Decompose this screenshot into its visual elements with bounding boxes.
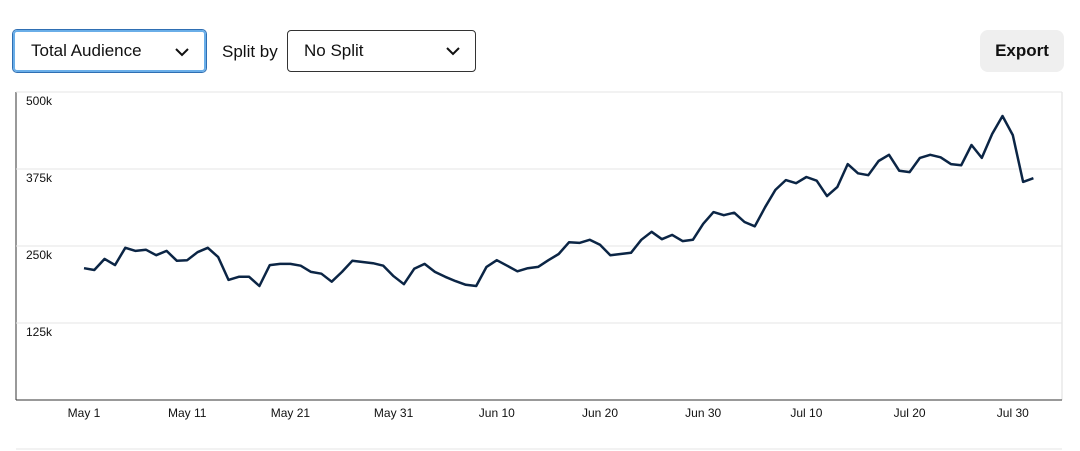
chevron <box>175 48 189 57</box>
x-tick-label: Jun 20 <box>582 406 618 420</box>
split-dropdown[interactable]: No Split <box>287 30 476 72</box>
y-tick-label: 375k <box>26 171 53 185</box>
split-value: No Split <box>304 41 364 60</box>
metric-value: Total Audience <box>31 41 142 60</box>
x-tick-label: Jul 30 <box>997 406 1029 420</box>
export-button[interactable]: Export <box>980 30 1064 72</box>
metric-dropdown[interactable]: Total Audience <box>13 30 206 72</box>
x-tick-label: May 21 <box>271 406 311 420</box>
chevron <box>446 47 460 56</box>
x-tick-label: Jun 10 <box>479 406 515 420</box>
x-tick-label: May 1 <box>68 406 101 420</box>
x-tick-label: Jul 20 <box>894 406 926 420</box>
x-tick-label: Jun 30 <box>685 406 721 420</box>
y-tick-label: 500k <box>26 94 53 108</box>
x-tick-label: May 31 <box>374 406 414 420</box>
data-line <box>83 114 1034 288</box>
y-tick-label: 125k <box>26 325 53 339</box>
x-tick-label: Jul 10 <box>790 406 822 420</box>
x-tick-label: May 11 <box>168 406 207 420</box>
split-label: Split by <box>222 42 278 61</box>
y-tick-label: 250k <box>26 248 53 262</box>
